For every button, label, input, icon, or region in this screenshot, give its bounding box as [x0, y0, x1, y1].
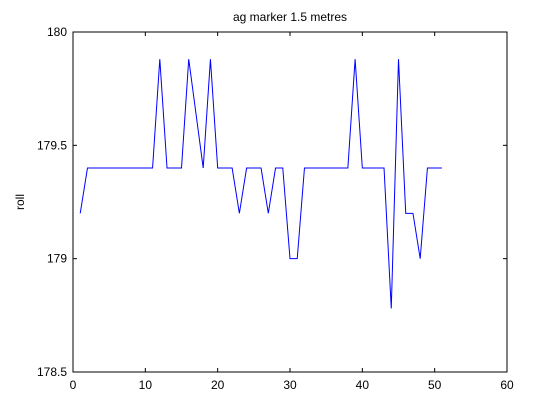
x-tick-label: 20 [211, 378, 225, 392]
y-tick-label: 178.5 [37, 365, 67, 379]
x-axis-ticks: 0 10 20 30 40 50 60 [70, 32, 514, 392]
x-tick-label: 50 [428, 378, 442, 392]
series-line-roll [79, 59, 442, 309]
chart-title: ag marker 1.5 metres [233, 10, 347, 24]
y-tick-label: 179.5 [37, 138, 67, 152]
x-tick-label: 30 [283, 378, 297, 392]
y-tick-label: 179 [47, 252, 67, 266]
y-tick-label: 180 [47, 25, 67, 39]
y-axis-ticks: 178.5 179 179.5 180 [37, 25, 507, 379]
x-tick-label: 0 [70, 378, 77, 392]
plot-area [72, 31, 508, 373]
y-axis-label: roll [13, 194, 27, 210]
x-tick-label: 40 [356, 378, 370, 392]
series-group [79, 59, 442, 309]
x-tick-label: 10 [139, 378, 153, 392]
x-tick-label: 60 [500, 378, 514, 392]
